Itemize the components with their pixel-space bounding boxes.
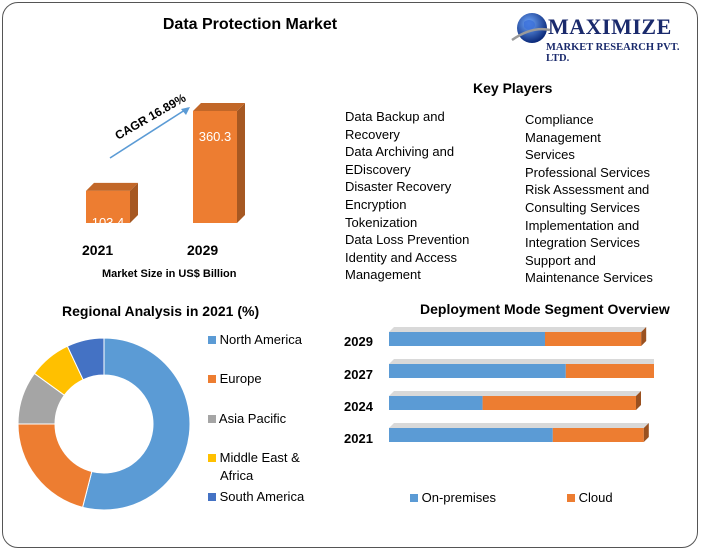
player-line: Data Loss Prevention [345,232,470,248]
player-line: Disaster Recovery [345,179,452,195]
bar-side [643,423,649,442]
bar-top [193,103,245,111]
page-title: Data Protection Market [162,16,338,33]
bar-side [641,327,647,346]
key-players-left: Data Backup and Recovery Data Archiving … [345,108,469,284]
bar-cloud-2027 [565,364,654,378]
cagr-label: CAGR 16.89% [113,91,189,143]
player-line: Tokenization [345,214,418,230]
legend-label: On-premises [421,490,497,505]
market-size-chart: 103.4 360.3 CAGR 16.89% [86,91,245,230]
deploy-year-label: 2024 [344,399,373,414]
bar-2021 [86,190,130,223]
player-line: Recovery [345,126,400,142]
bar-top [389,327,647,332]
legend-swatch [208,415,216,423]
player-line: Management [345,267,421,283]
legend-label: Middle East & Africa [219,450,300,483]
bar-on-premises-2027 [389,364,566,378]
player-line: Consulting Services [525,199,640,215]
legend-onpremises: On-premises [410,489,496,507]
legend-swatch [208,375,216,383]
player-line: Encryption [345,196,407,212]
bar-2029 [193,111,237,223]
player-line: Integration Services [525,235,640,251]
player-line: Professional Services [525,164,650,180]
bar-cloud-2024 [482,396,636,410]
bar-top [389,423,649,428]
logo-name: MAXIMIZE [548,14,672,39]
deploy-year-label: 2027 [344,367,373,382]
bar-cloud-2021 [552,428,644,442]
player-line: Risk Assessment and [525,182,650,198]
bar-side [237,103,245,223]
player-line: Support and [525,252,596,268]
legend-region-1: North America [208,331,318,349]
legend-region-2: Europe [208,370,318,388]
bar-top [389,359,654,364]
legend-swatch [208,493,216,501]
player-line: Services [525,147,575,163]
bar-side [130,182,138,223]
legend-region-4: Middle East & Africa [208,449,316,485]
player-line: Management [525,129,601,145]
bar-top [389,391,641,396]
deployment-chart [389,327,654,442]
key-players-title: Key Players [473,80,553,96]
legend-cloud: Cloud [567,489,613,507]
cagr-arrow [109,107,190,159]
legend-label: Asia Pacific [218,411,287,426]
bar-on-premises-2024 [389,396,483,410]
legend-label: Cloud [578,490,613,505]
globe-logo-icon [511,13,551,43]
legend-swatch [208,454,216,462]
legend-region-5: South America [208,488,318,506]
year-2021-label: 2021 [82,242,114,258]
legend-region-3: Asia Pacific [208,410,318,428]
player-line: Data Archiving and [345,144,455,160]
donut-slice-south-america [66,337,105,381]
legend-label: South America [219,489,305,504]
key-players-right: Compliance Management Services Professio… [525,111,653,287]
market-size-caption: Market Size in US$ Billion [102,268,237,280]
legend-label: Europe [219,371,262,386]
legend-swatch [208,336,216,344]
bar-value-label: 360.3 [199,129,232,144]
legend-swatch [567,494,575,502]
player-line: Data Backup and [345,109,445,124]
bar-value-label: 103.4 [92,215,125,230]
legend-label: North America [219,332,302,347]
player-line: Implementation and [525,217,640,233]
legend-swatch [410,494,418,502]
donut-slice-north-america [82,337,191,511]
logo-tagline: MARKET RESEARCH PVT. LTD. [546,42,680,64]
bar-on-premises-2021 [389,428,553,442]
bar-cloud-2029 [545,332,642,346]
player-line: EDiscovery [345,161,411,177]
deploy-year-label: 2021 [344,431,373,446]
bar-on-premises-2029 [389,332,545,346]
bar-side [636,391,641,410]
regional-title: Regional Analysis in 2021 (%) [62,303,260,319]
donut-slice-europe [17,423,93,508]
player-line: Compliance [525,112,594,127]
year-2029-label: 2029 [187,242,219,258]
deployment-title: Deployment Mode Segment Overview [420,301,670,317]
player-line: Identity and Access [345,249,458,265]
player-line: Maintenance Services [525,270,653,286]
deploy-year-label: 2029 [344,334,373,349]
bar-top [86,182,138,191]
regional-donut-chart [17,337,191,511]
